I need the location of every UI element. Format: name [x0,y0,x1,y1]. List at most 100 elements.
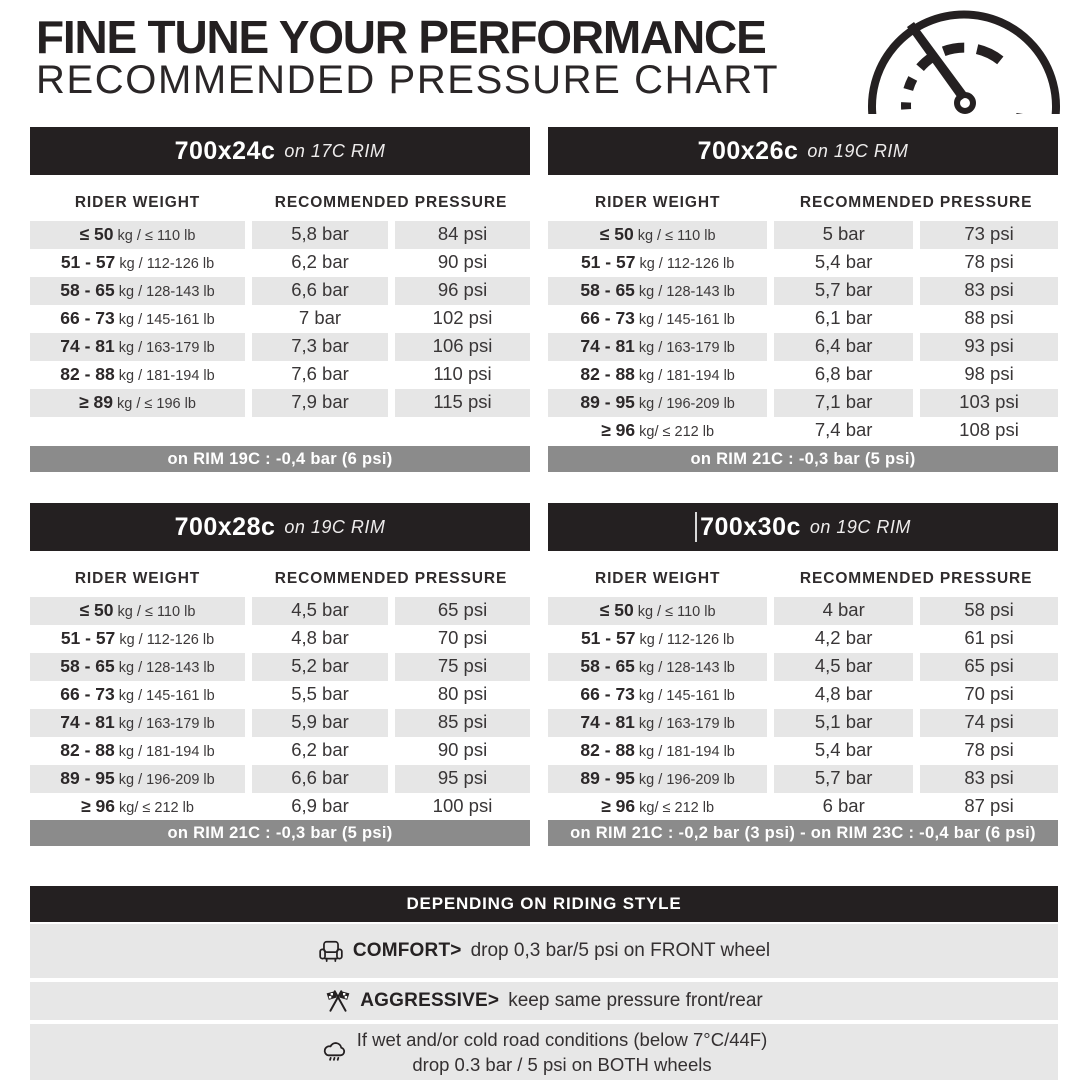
rider-weight-cell: 66 - 73 kg / 145-161 lb [60,308,215,328]
riding-style-aggressive-row: AGGRESSIVE> keep same pressure front/rea… [30,982,1058,1020]
pressure-psi-cell: 110 psi [433,363,492,384]
rider-weight-cell: ≥ 96 kg/ ≤ 212 lb [601,420,715,440]
table-title-bar: 700x26c on 19C RIM [548,127,1058,175]
pressure-bar-cell: 5,7 bar [774,277,914,305]
table-row: ≥ 96 kg/ ≤ 212 lb 6,9 bar 100 psi [30,793,530,819]
rider-weight-cell: 74 - 81 kg / 163-179 lb [30,709,245,737]
aggressive-text: keep same pressure front/rear [508,990,763,1011]
tire-size-label: 700x28c [174,512,276,541]
pressure-bar-cell: 6,4 bar [774,333,914,361]
pressure-bar-cell: 4,5 bar [774,653,914,681]
rider-weight-cell: 51 - 57 kg / 112-126 lb [60,628,215,648]
column-headers: RIDER WEIGHT RECOMMENDED PRESSURE [548,192,1058,214]
table-row: ≤ 50 kg / ≤ 110 lb 4 bar 58 psi [548,597,1058,625]
table-row: 66 - 73 kg / 145-161 lb 4,8 bar 70 psi [548,681,1058,707]
pressure-table-700x30c: 700x30c on 19C RIM RIDER WEIGHT RECOMMEN… [548,503,1058,821]
pressure-bar-cell: 4,5 bar [252,597,388,625]
rider-weight-cell: ≤ 50 kg / ≤ 110 lb [548,597,768,625]
pressure-psi-cell: 84 psi [395,221,530,249]
rim-label: on 19C RIM [284,516,386,537]
riding-style-title-bar: DEPENDING ON RIDING STYLE [30,886,1058,922]
table-row: 89 - 95 kg / 196-209 lb 6,6 bar 95 psi [30,765,530,793]
pressure-bar-cell: 5,7 bar [774,765,914,793]
rider-weight-cell: ≥ 89 kg / ≤ 196 lb [30,389,245,417]
pressure-bar-cell: 4,8 bar [291,627,349,648]
pressure-bar-cell: 6,8 bar [814,363,873,384]
pressure-bar-cell: 5,1 bar [774,709,914,737]
pressure-bar-cell: 5 bar [774,221,914,249]
pressure-psi-cell: 78 psi [964,251,1014,272]
pressure-bar-cell: 6,1 bar [814,307,873,328]
page-title: FINE TUNE YOUR PERFORMANCE [36,11,767,63]
rider-weight-cell: ≤ 50 kg / ≤ 110 lb [548,221,768,249]
pressure-psi-cell: 75 psi [395,653,530,681]
checkered-flag-icon [325,988,351,1014]
pressure-psi-cell: 87 psi [964,795,1014,816]
pressure-bar-cell: 7 bar [298,307,342,328]
pressure-psi-cell: 108 psi [959,419,1019,440]
table-row: ≤ 50 kg / ≤ 110 lb 5 bar 73 psi [548,221,1058,249]
rider-weight-cell: 58 - 65 kg / 128-143 lb [30,653,245,681]
rim-adjust-footnote: on RIM 21C : -0,3 bar (5 psi) [548,446,1058,472]
table-title-bar: 700x28c on 19C RIM [30,503,530,551]
rim-adjust-footnote: on RIM 21C : -0,3 bar (5 psi) [30,820,530,846]
table-row: 74 - 81 kg / 163-179 lb 6,4 bar 93 psi [548,333,1058,361]
table-row: 51 - 57 kg / 112-126 lb 4,2 bar 61 psi [548,625,1058,651]
pressure-table-700x28c: 700x28c on 19C RIM RIDER WEIGHT RECOMMEN… [30,503,530,821]
table-row: 58 - 65 kg / 128-143 lb 5,7 bar 83 psi [548,277,1058,305]
rider-weight-cell: 51 - 57 kg / 112-126 lb [580,628,735,648]
table-row: 82 - 88 kg / 181-194 lb 5,4 bar 78 psi [548,737,1058,763]
rain-cloud-icon [321,1039,348,1066]
table-rows: ≤ 50 kg / ≤ 110 lb 5,8 bar 84 psi 51 - 57 k… [30,221,530,417]
rider-weight-cell: 82 - 88 kg / 181-194 lb [580,740,735,760]
pressure-psi-cell: 115 psi [395,389,530,417]
pressure-psi-cell: 78 psi [964,739,1014,760]
table-row: 58 - 65 kg / 128-143 lb 6,6 bar 96 psi [30,277,530,305]
pressure-psi-cell: 80 psi [437,683,488,704]
rider-weight-header: RIDER WEIGHT [594,194,721,211]
pressure-psi-cell: 90 psi [437,739,488,760]
rider-weight-cell: 74 - 81 kg / 163-179 lb [548,709,768,737]
recommended-pressure-header: RECOMMENDED PRESSURE [799,570,1033,587]
table-row: 66 - 73 kg / 145-161 lb 7 bar 102 psi [30,305,530,331]
armchair-icon [318,939,344,963]
rim-label: on 17C RIM [284,140,386,161]
pressure-psi-cell: 65 psi [920,653,1058,681]
table-title-bar: 700x30c on 19C RIM [548,503,1058,551]
pressure-bar-cell: 5,4 bar [814,739,873,760]
gauge-icon [862,2,1066,114]
table-row: 66 - 73 kg / 145-161 lb 5,5 bar 80 psi [30,681,530,707]
pressure-psi-cell: 70 psi [437,627,488,648]
rider-weight-cell: 74 - 81 kg / 163-179 lb [30,333,245,361]
pressure-bar-cell: 5,8 bar [252,221,388,249]
rider-weight-cell: 82 - 88 kg / 181-194 lb [580,364,735,384]
comfort-label: COMFORT> [352,940,462,961]
table-row: 51 - 57 kg / 112-126 lb 4,8 bar 70 psi [30,625,530,651]
pressure-psi-cell: 93 psi [920,333,1058,361]
column-headers: RIDER WEIGHT RECOMMENDED PRESSURE [30,192,530,214]
rider-weight-cell: 66 - 73 kg / 145-161 lb [580,684,735,704]
pressure-bar-cell: 6,6 bar [252,277,388,305]
column-headers: RIDER WEIGHT RECOMMENDED PRESSURE [30,568,530,590]
wet-conditions-text: If wet and/or cold road conditions (belo… [357,1027,768,1077]
table-row: 82 - 88 kg / 181-194 lb 6,8 bar 98 psi [548,361,1058,387]
table-row: 82 - 88 kg / 181-194 lb 6,2 bar 90 psi [30,737,530,763]
rider-weight-cell: ≥ 96 kg/ ≤ 212 lb [601,796,715,816]
table-row: 74 - 81 kg / 163-179 lb 7,3 bar 106 psi [30,333,530,361]
pressure-psi-cell: 88 psi [964,307,1014,328]
pressure-psi-cell: 103 psi [920,389,1058,417]
rim-label: on 19C RIM [809,516,911,537]
table-row: 58 - 65 kg / 128-143 lb 4,5 bar 65 psi [548,653,1058,681]
comfort-text: drop 0,3 bar/5 psi on FRONT wheel [470,940,771,961]
rider-weight-cell: 89 - 95 kg / 196-209 lb [548,389,768,417]
pressure-bar-cell: 6,2 bar [291,739,349,760]
pressure-bar-cell: 7,4 bar [814,419,873,440]
aggressive-label: AGGRESSIVE> [360,990,500,1011]
tire-size-label: 700x24c [174,136,276,165]
table-row: 74 - 81 kg / 163-179 lb 5,9 bar 85 psi [30,709,530,737]
pressure-bar-cell: 7,9 bar [252,389,388,417]
rider-weight-header: RIDER WEIGHT [594,570,721,587]
pressure-psi-cell: 74 psi [920,709,1058,737]
riding-style-comfort-row: COMFORT> drop 0,3 bar/5 psi on FRONT whe… [30,924,1058,978]
pressure-bar-cell: 5,5 bar [291,683,349,704]
